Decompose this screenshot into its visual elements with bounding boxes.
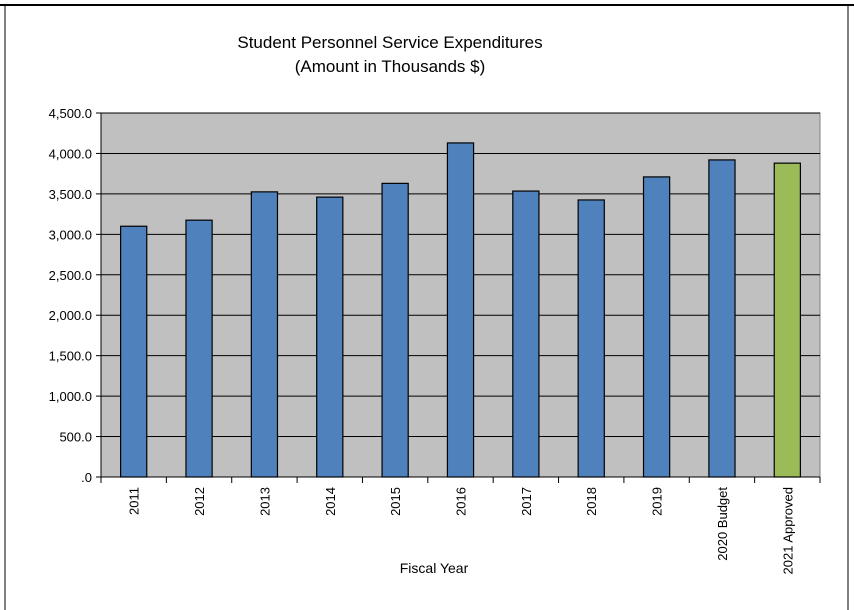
bars-layer [120,142,801,478]
y-tick-label: 1,000.0 [49,389,92,404]
bar [708,159,736,478]
x-tick-label: 2011 [127,487,142,515]
x-tick-label: 2013 [257,487,272,516]
y-ticks-layer: .0 500.0 1,000.0 1,500.0 2,000.0 2,500.0 3,000… [49,106,101,485]
bar [381,182,409,478]
x-tick-label: 2018 [584,487,599,516]
x-tick-label: 2012 [192,487,207,516]
chart-title: Student Personnel Service Expenditures [237,33,542,52]
y-tick-label: 2,500.0 [49,268,92,283]
bar [446,142,475,478]
y-tick-label: 3,500.0 [49,187,92,202]
bar [773,162,801,478]
bar [120,225,148,478]
x-tick-label: 2017 [519,487,534,516]
x-tick-label: 2020 Budget [715,487,730,561]
y-tick-label: 2,000.0 [49,308,92,323]
y-tick-label: .0 [81,470,92,485]
x-tick-label: 2014 [323,487,338,516]
y-tick-label: 1,500.0 [49,349,92,364]
chart-subtitle: (Amount in Thousands $) [295,57,486,76]
x-tick-label: 2015 [388,487,403,516]
x-axis-title: Fiscal Year [400,560,469,576]
x-tick-label: 2019 [650,487,665,516]
bar [250,191,279,478]
x-tick-label: 2021 Approved [780,487,795,574]
y-tick-label: 500.0 [59,430,92,445]
bar [185,219,213,478]
bar [642,176,671,478]
bar [577,199,605,478]
x-ticks-layer: 2011 2012 2013 2014 2015 2016 2017 2018 2019 2020… [100,477,821,574]
x-tick-label: 2016 [454,487,469,516]
y-tick-label: 3,000.0 [49,227,92,242]
y-tick-label: 4,500.0 [49,106,92,121]
bar [512,190,540,478]
bar [316,196,344,478]
y-tick-label: 4,000.0 [49,146,92,161]
